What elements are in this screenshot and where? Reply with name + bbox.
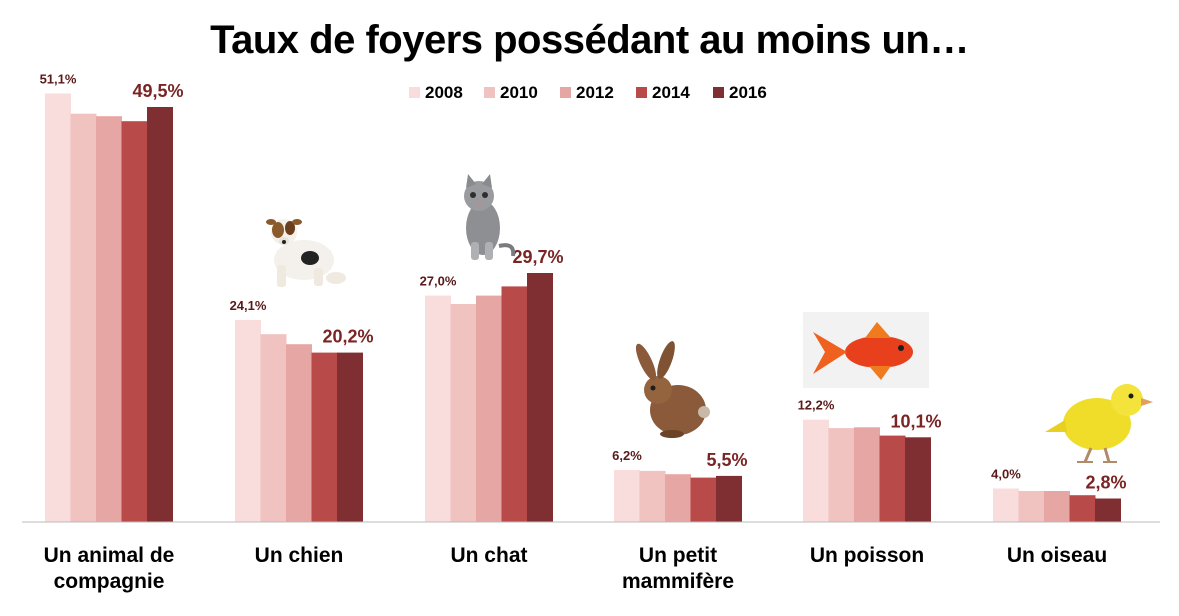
bar-2012-4 [854, 427, 880, 522]
category-label: Un chien [255, 544, 344, 567]
bar-2012-3 [665, 474, 691, 522]
bar-2014-1 [311, 352, 338, 522]
bar-2014-2 [501, 286, 528, 522]
dog-icon [266, 219, 346, 287]
data-label-2008: 51,1% [40, 72, 77, 87]
bar-2010-3 [639, 470, 666, 522]
category-labels: Un animal de compagnie Un chien Un chat Un p… [44, 544, 1108, 593]
data-label-2008: 6,2% [612, 448, 642, 463]
chart-title: Taux de foyers possédant au moins un… [210, 18, 969, 62]
bar-2016-1 [337, 352, 363, 522]
bar-2016-5 [1095, 498, 1121, 522]
bar-2014-3 [690, 477, 717, 522]
data-label-2008: 27,0% [420, 274, 457, 289]
bar-2012-5 [1044, 491, 1070, 522]
bar-2008-4 [803, 419, 829, 522]
cat-icon [464, 174, 516, 260]
bar-2008-3 [614, 470, 640, 522]
canary-icon [1045, 384, 1153, 463]
legend-label-2016: 2016 [729, 83, 767, 102]
bar-2008-2 [425, 295, 451, 522]
data-label-2016: 20,2% [322, 327, 373, 347]
data-label-2016: 49,5% [132, 81, 183, 101]
data-label-2016: 5,5% [706, 450, 747, 470]
bar-2016-0 [147, 107, 173, 522]
bar-2008-5 [993, 488, 1019, 522]
data-label-2008: 12,2% [798, 398, 835, 413]
bar-2008-1 [235, 319, 261, 522]
bar-2016-2 [527, 273, 553, 522]
legend-label-2010: 2010 [500, 83, 538, 102]
legend-label-2012: 2012 [576, 83, 614, 102]
legend-swatch-2016 [713, 87, 724, 98]
legend-swatch-2012 [560, 87, 571, 98]
bar-2010-5 [1018, 491, 1045, 522]
category-label: Un animal de compagnie [44, 544, 175, 593]
bar-2010-1 [260, 334, 287, 522]
bar-2014-0 [121, 121, 148, 522]
category-label: Un chat [450, 544, 527, 567]
goldfish-icon [803, 312, 929, 388]
bar-2010-2 [450, 304, 477, 522]
data-label-2008: 4,0% [991, 467, 1021, 482]
legend-swatch-2010 [484, 87, 495, 98]
bar-2016-3 [716, 475, 742, 522]
category-label: Un petit mammifère [622, 544, 734, 593]
legend: 2008 2010 2012 2014 2016 [409, 83, 767, 102]
bar-2010-4 [828, 428, 855, 522]
data-label-2016: 2,8% [1085, 473, 1126, 493]
rabbit-icon [635, 341, 710, 438]
bar-2014-5 [1069, 495, 1096, 522]
data-label-2016: 10,1% [890, 411, 941, 431]
bar-2012-2 [476, 295, 502, 522]
bar-2008-0 [45, 93, 71, 522]
bars [45, 93, 1121, 522]
bar-2012-0 [96, 116, 122, 522]
legend-swatch-2014 [636, 87, 647, 98]
data-label-2016: 29,7% [512, 247, 563, 267]
value-labels: 51,1% 49,5% 24,1% 20,2% 27,0% 29,7% 6,2% 5,5% 12… [40, 72, 1127, 493]
bar-2016-4 [905, 437, 931, 522]
legend-swatch-2008 [409, 87, 420, 98]
legend-label-2008: 2008 [425, 83, 463, 102]
category-label: Un poisson [810, 544, 924, 567]
legend-label-2014: 2014 [652, 83, 690, 102]
bar-2014-4 [879, 435, 906, 522]
bar-2010-0 [70, 113, 97, 522]
category-label: Un oiseau [1007, 544, 1107, 567]
bar-2012-1 [286, 344, 312, 522]
data-label-2008: 24,1% [230, 298, 267, 313]
